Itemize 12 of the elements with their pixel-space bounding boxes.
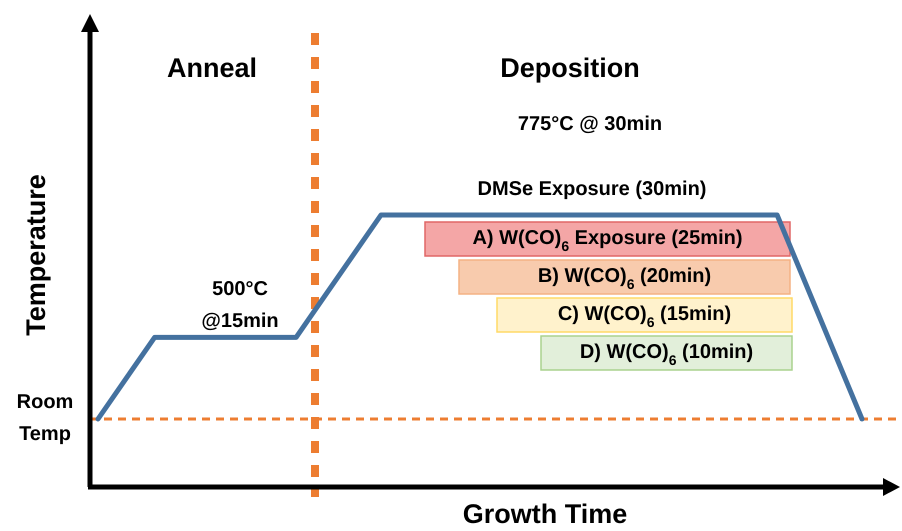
annotation: 500°C @15min <box>201 278 279 332</box>
annotation: A) W(CO)$_{6}$ Exposure (25min) <box>472 227 743 254</box>
text: 775°C @ 30min <box>518 113 662 136</box>
text: Deposition <box>500 53 640 84</box>
y-axis-title: Temperature <box>21 174 52 336</box>
annotation: C) W(CO)$_{6}$ (15min) <box>558 303 732 330</box>
x-axis-title: Growth Time <box>462 499 628 530</box>
ref-line-label: Room Temp <box>16 391 74 446</box>
text: Anneal <box>166 53 258 84</box>
annotation: B) W(CO)$_{6}$ (20min) <box>538 265 712 292</box>
text: DMSe Exposure (30min) <box>478 178 706 200</box>
annotation: D) W(CO)$_{6}$ (10min) <box>580 341 754 368</box>
